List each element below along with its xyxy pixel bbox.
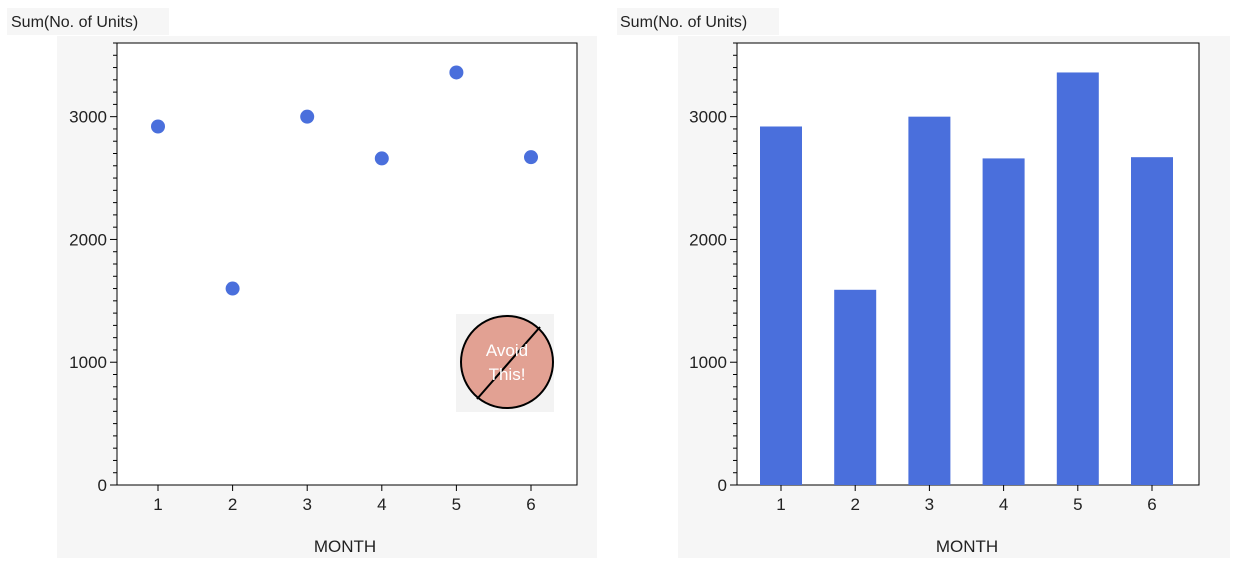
bar-y-ticks: 0 1000 2000 3000 [689, 42, 737, 495]
bar-x-tick-label: 6 [1147, 495, 1156, 514]
scatter-point-month-3 [300, 109, 315, 124]
scatter-points [151, 65, 538, 296]
scatter-chart: Sum(No. of Units) 0 1000 2000 3000 1 2 3 4 5 6 M… [7, 8, 597, 558]
bar-x-axis-title: MONTH [936, 537, 998, 556]
scatter-y-tick-label: 1000 [69, 353, 107, 372]
bar-y-axis-title: Sum(No. of Units) [620, 14, 747, 31]
bar-x-ticks: 1 2 3 4 5 6 [776, 485, 1157, 514]
scatter-x-axis-title: MONTH [314, 537, 376, 556]
bar-x-tick-label: 5 [1073, 495, 1082, 514]
bar-month-6 [1131, 157, 1173, 485]
avoid-this-badge: Avoid This! [456, 314, 554, 412]
bar-x-tick-label: 4 [999, 495, 1008, 514]
scatter-y-tick-label: 3000 [69, 108, 107, 127]
bar-y-tick-label: 2000 [689, 230, 727, 249]
scatter-point-month-1 [151, 119, 165, 134]
scatter-x-tick-label: 6 [526, 495, 535, 514]
bar-x-tick-label: 1 [776, 495, 785, 514]
scatter-x-tick-label: 2 [228, 495, 237, 514]
bar-month-1 [760, 126, 802, 485]
scatter-point-month-4 [374, 151, 389, 166]
bar-month-2 [834, 289, 877, 485]
scatter-y-tick-label: 2000 [69, 230, 107, 249]
bar-month-3 [908, 116, 951, 486]
scatter-ylabel-background [7, 8, 169, 35]
scatter-plot-area [116, 42, 578, 486]
bar-plot-area [736, 42, 1200, 486]
scatter-point-month-2 [225, 281, 240, 296]
avoid-badge-line2: This! [489, 365, 526, 384]
scatter-x-tick-label: 4 [377, 495, 386, 514]
bar-chart: Sum(No. of Units) 0 1000 2000 3000 1 2 3 4 5 6 M… [617, 8, 1230, 558]
bar-y-tick-label: 3000 [689, 108, 727, 127]
bar-bars [760, 72, 1173, 486]
scatter-x-ticks: 1 2 3 4 5 6 [153, 485, 536, 514]
no-sign-icon [460, 315, 554, 409]
bar-ylabel-background [617, 8, 779, 35]
bar-x-tick-label: 3 [925, 495, 934, 514]
scatter-point-month-6 [524, 150, 538, 165]
bar-month-5 [1056, 72, 1099, 485]
bar-y-tick-label: 0 [718, 476, 727, 495]
scatter-y-tick-label: 0 [98, 476, 107, 495]
avoid-badge-line1: Avoid [486, 341, 528, 360]
scatter-point-month-5 [449, 65, 464, 80]
scatter-x-tick-label: 1 [153, 495, 162, 514]
scatter-y-ticks: 0 1000 2000 3000 [69, 42, 117, 495]
bar-y-tick-label: 1000 [689, 353, 727, 372]
no-sign-slash [476, 326, 541, 400]
scatter-x-tick-label: 3 [302, 495, 311, 514]
scatter-y-axis-title: Sum(No. of Units) [11, 14, 138, 31]
bar-x-tick-label: 2 [850, 495, 859, 514]
bar-month-4 [982, 158, 1025, 485]
scatter-x-tick-label: 5 [452, 495, 461, 514]
